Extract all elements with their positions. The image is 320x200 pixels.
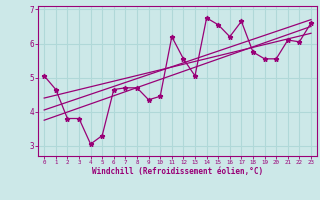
X-axis label: Windchill (Refroidissement éolien,°C): Windchill (Refroidissement éolien,°C): [92, 167, 263, 176]
